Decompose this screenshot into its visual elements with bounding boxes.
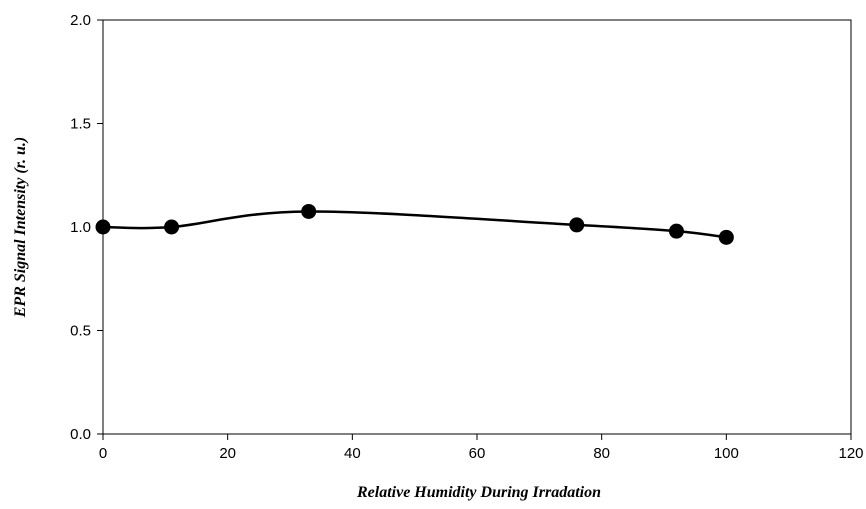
x-tick-label: 60 bbox=[469, 445, 486, 462]
x-tick-label: 100 bbox=[714, 445, 739, 462]
y-tick-label: 1.0 bbox=[70, 219, 91, 236]
plot-frame bbox=[102, 19, 852, 435]
data-point bbox=[164, 219, 180, 235]
plot-area-border bbox=[102, 19, 852, 435]
x-axis: 0 20 40 60 80 100 120 bbox=[99, 434, 864, 462]
y-axis-title: EPR Signal Intensity (r. u.) bbox=[12, 137, 29, 319]
data-point bbox=[301, 203, 317, 219]
y-tick-label: 0.0 bbox=[70, 426, 91, 443]
x-tick-label: 0 bbox=[99, 445, 107, 462]
y-tick-label: 0.5 bbox=[70, 323, 91, 340]
x-axis-title: Relative Humidity During Irradation bbox=[356, 484, 601, 501]
data-point bbox=[95, 219, 111, 235]
data-point bbox=[668, 223, 684, 239]
data-point bbox=[569, 217, 585, 233]
x-tick-label: 120 bbox=[838, 445, 863, 462]
x-tick-label: 80 bbox=[593, 445, 610, 462]
x-tick-label: 40 bbox=[344, 445, 361, 462]
y-tick-label: 2.0 bbox=[70, 12, 91, 29]
x-tick-label: 20 bbox=[219, 445, 236, 462]
y-tick-label: 1.5 bbox=[70, 116, 91, 133]
data-point bbox=[718, 229, 734, 245]
series-layer bbox=[95, 203, 734, 245]
y-axis: 0.0 0.5 1.0 1.5 2.0 bbox=[70, 12, 103, 443]
series-line bbox=[102, 210, 727, 239]
